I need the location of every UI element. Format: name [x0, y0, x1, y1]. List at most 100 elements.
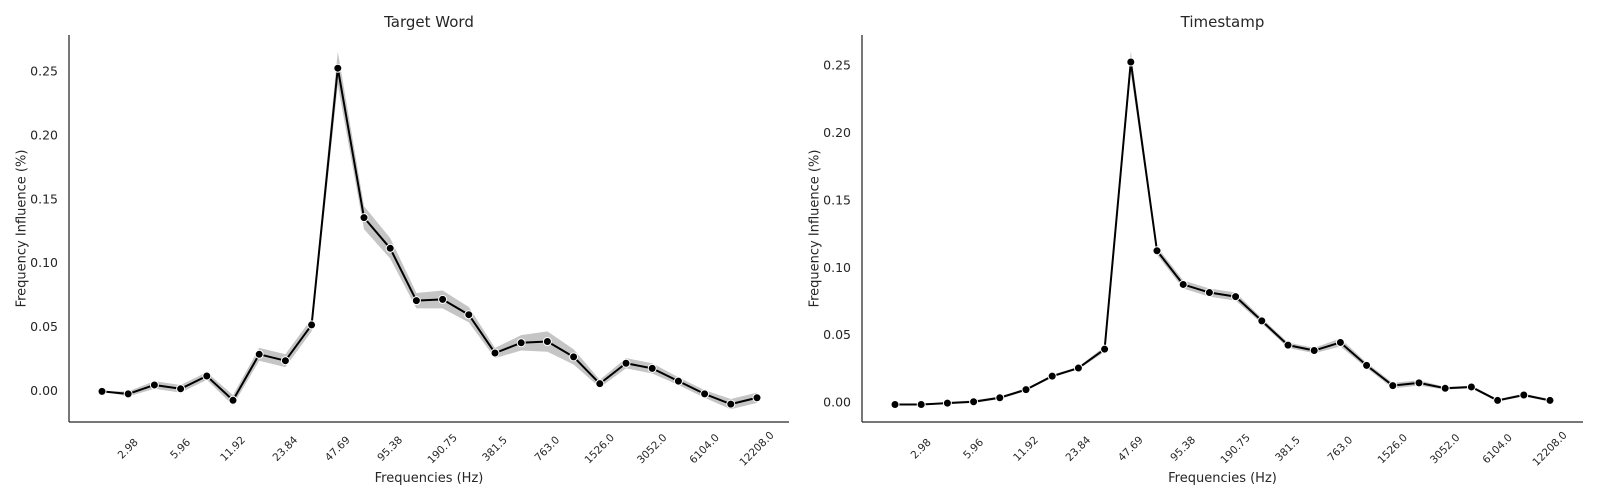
data-point [149, 380, 159, 390]
data-point [97, 386, 107, 396]
data-point [307, 320, 317, 330]
y-tick-label: 0.25 [30, 64, 58, 79]
confidence-band [895, 51, 1550, 405]
x-tick-label: 6104.0 [1480, 432, 1514, 466]
data-point [1519, 390, 1529, 400]
chart-title: Target Word [383, 13, 474, 31]
x-tick-label: 47.69 [323, 434, 353, 464]
data-point [280, 356, 290, 366]
data-point [1073, 363, 1083, 373]
y-tick-label: 0.15 [30, 191, 58, 206]
data-point [995, 393, 1005, 403]
x-tick-label: 95.38 [375, 434, 405, 464]
data-point [569, 352, 579, 362]
x-tick-label: 5.96 [168, 436, 193, 461]
data-point [1466, 382, 1476, 392]
data-point [438, 294, 448, 304]
y-tick-label: 0.05 [823, 327, 851, 342]
x-tick-label: 763.0 [1326, 434, 1356, 464]
x-tick-label: 763.0 [533, 434, 563, 464]
data-point [1126, 57, 1136, 67]
data-point [202, 371, 212, 381]
data-point [1388, 381, 1398, 391]
x-tick-label: 3052.0 [635, 432, 669, 466]
data-point [385, 243, 395, 253]
data-point [542, 337, 552, 347]
data-point [1414, 378, 1424, 388]
data-point [1152, 246, 1162, 256]
data-point [1021, 385, 1031, 395]
data-point [1493, 395, 1503, 405]
data-point [176, 384, 186, 394]
x-tick-label: 12208.0 [1530, 429, 1569, 468]
data-point [411, 296, 421, 306]
x-tick-label: 11.92 [1011, 434, 1041, 464]
y-tick-label: 0.05 [30, 319, 58, 334]
data-point [254, 349, 264, 359]
data-point [1283, 340, 1293, 350]
x-tick-label: 47.69 [1116, 434, 1146, 464]
data-point [228, 395, 238, 405]
chart-timestamp: Timestamp Frequencies (Hz) Frequency Inf… [808, 13, 1583, 486]
data-point [647, 363, 657, 373]
data-point [1204, 288, 1214, 298]
data-point [942, 398, 952, 408]
chart-target-word: Target Word Frequencies (Hz) Frequency I… [15, 13, 789, 486]
x-tick-label: 3052.0 [1428, 432, 1462, 466]
data-point [1231, 292, 1241, 302]
x-tick-label: 95.38 [1168, 434, 1198, 464]
data-point [490, 348, 500, 358]
x-tick-label: 23.84 [1064, 434, 1094, 464]
data-point [673, 376, 683, 386]
data-point [516, 338, 526, 348]
y-axis-label: Frequency Influence (%) [15, 150, 30, 308]
y-tick-label: 0.10 [823, 260, 851, 275]
data-point [916, 399, 926, 409]
series-line [895, 60, 1551, 406]
y-tick-label: 0.10 [30, 255, 58, 270]
data-point [752, 393, 762, 403]
data-point [595, 379, 605, 389]
y-axis-label: Frequency Influence (%) [808, 150, 823, 308]
data-point [1047, 371, 1057, 381]
data-point [726, 399, 736, 409]
x-tick-label: 11.92 [218, 434, 248, 464]
x-tick-label: 1526.0 [1376, 432, 1410, 466]
data-point [1100, 344, 1110, 354]
data-point [969, 397, 979, 407]
y-tick-label: 0.25 [823, 58, 851, 73]
data-point [700, 389, 710, 399]
data-point [464, 310, 474, 320]
x-tick-label: 2.98 [116, 436, 141, 461]
y-tick-label: 0.20 [30, 127, 58, 142]
y-tick-label: 0.20 [823, 125, 851, 140]
y-tick-label: 0.00 [823, 395, 851, 410]
data-point [890, 399, 900, 409]
x-tick-label: 381.5 [480, 434, 510, 464]
data-point [1440, 383, 1450, 393]
data-point [1257, 316, 1267, 326]
x-tick-label: 190.75 [1218, 432, 1252, 466]
x-tick-label: 1526.0 [583, 432, 617, 466]
data-point [123, 389, 133, 399]
data-point [621, 358, 631, 368]
x-tick-label: 5.96 [961, 436, 986, 461]
data-point [1335, 337, 1345, 347]
x-tick-label: 381.5 [1273, 434, 1303, 464]
chart-title: Timestamp [1180, 13, 1265, 31]
confidence-band [102, 51, 757, 410]
x-tick-label: 12208.0 [737, 429, 776, 468]
data-point [333, 63, 343, 73]
x-axis-label: Frequencies (Hz) [375, 471, 484, 486]
data-point [1178, 279, 1188, 289]
x-tick-label: 190.75 [425, 432, 459, 466]
y-tick-label: 0.00 [30, 383, 58, 398]
x-axis-label: Frequencies (Hz) [1168, 471, 1277, 486]
y-tick-label: 0.15 [823, 192, 851, 207]
data-point [359, 213, 369, 223]
data-point [1545, 395, 1555, 405]
data-point [1362, 360, 1372, 370]
x-tick-label: 2.98 [909, 436, 934, 461]
